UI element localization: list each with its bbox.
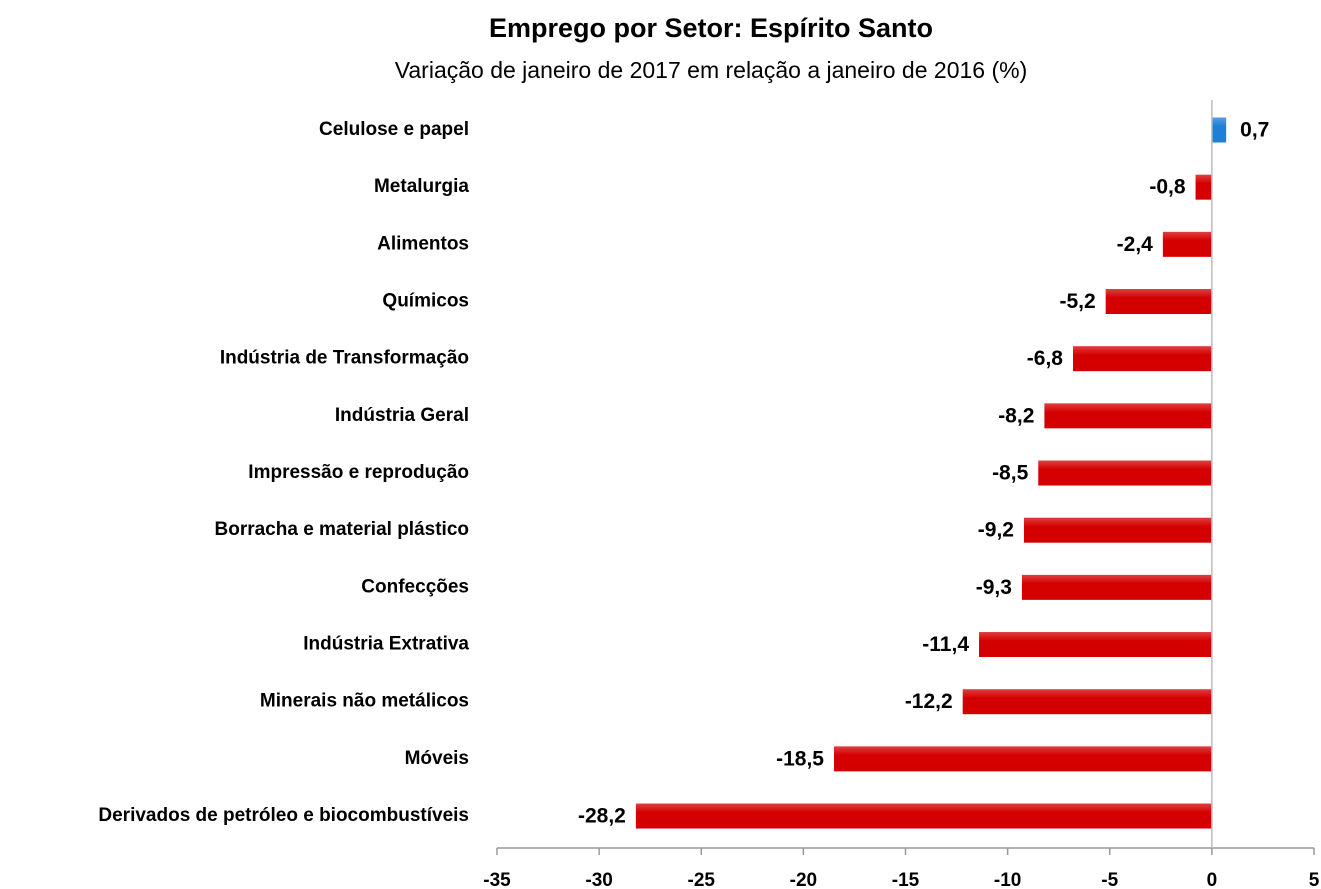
bar xyxy=(979,632,1212,658)
value-label: -11,4 xyxy=(922,633,969,656)
value-label: -18,5 xyxy=(776,747,824,770)
y-tick-label: Alimentos xyxy=(377,233,469,254)
value-label: -6,8 xyxy=(1027,347,1064,370)
y-tick-label: Derivados de petróleo e biocombustíveis xyxy=(98,805,469,826)
value-label: -9,2 xyxy=(978,519,1014,542)
y-tick-label: Químicos xyxy=(382,291,469,312)
y-tick-label: Confecções xyxy=(361,576,469,597)
bar xyxy=(1038,460,1212,486)
bar xyxy=(962,689,1212,715)
x-tick-label: -10 xyxy=(994,870,1021,889)
bar xyxy=(1044,403,1212,429)
bar xyxy=(1023,517,1212,543)
value-label: -28,2 xyxy=(578,805,626,828)
bar xyxy=(1195,174,1212,200)
y-tick-label: Minerais não metálicos xyxy=(260,691,469,712)
x-tick-label: 5 xyxy=(1309,870,1320,889)
value-label: -8,5 xyxy=(992,462,1029,485)
y-tick-label: Borracha e material plástico xyxy=(215,519,470,540)
x-tick-label: 0 xyxy=(1207,870,1218,889)
x-tick-label: -20 xyxy=(790,870,817,889)
y-tick-label: Celulose e papel xyxy=(319,119,469,140)
value-label: -2,4 xyxy=(1117,233,1154,256)
bar xyxy=(635,803,1212,829)
bar xyxy=(1021,574,1212,600)
bar xyxy=(1211,117,1227,143)
bar xyxy=(1162,231,1212,257)
y-tick-label: Impressão e reprodução xyxy=(248,462,469,483)
chart-subtitle: Variação de janeiro de 2017 em relação a… xyxy=(395,57,1027,83)
value-label: -5,2 xyxy=(1059,290,1095,313)
value-label: -0,8 xyxy=(1149,176,1186,199)
value-label: 0,7 xyxy=(1240,119,1269,142)
x-tick-label: -35 xyxy=(483,870,511,889)
y-tick-label: Indústria Extrativa xyxy=(303,634,469,655)
y-tick-label: Metalurgia xyxy=(374,176,469,197)
bar xyxy=(1072,346,1212,372)
bar xyxy=(1105,289,1212,315)
value-label: -9,3 xyxy=(976,576,1012,599)
y-tick-label: Indústria de Transformação xyxy=(220,348,469,369)
x-tick-label: -15 xyxy=(892,870,920,889)
chart-title: Emprego por Setor: Espírito Santo xyxy=(489,13,933,43)
y-tick-label: Móveis xyxy=(405,748,469,769)
value-label: -12,2 xyxy=(905,690,953,713)
value-label: -8,2 xyxy=(998,404,1034,427)
x-tick-label: -30 xyxy=(585,870,612,889)
x-tick-label: -25 xyxy=(688,870,716,889)
x-tick-label: -5 xyxy=(1101,870,1118,889)
y-tick-label: Indústria Geral xyxy=(335,405,469,426)
bar xyxy=(834,746,1212,772)
